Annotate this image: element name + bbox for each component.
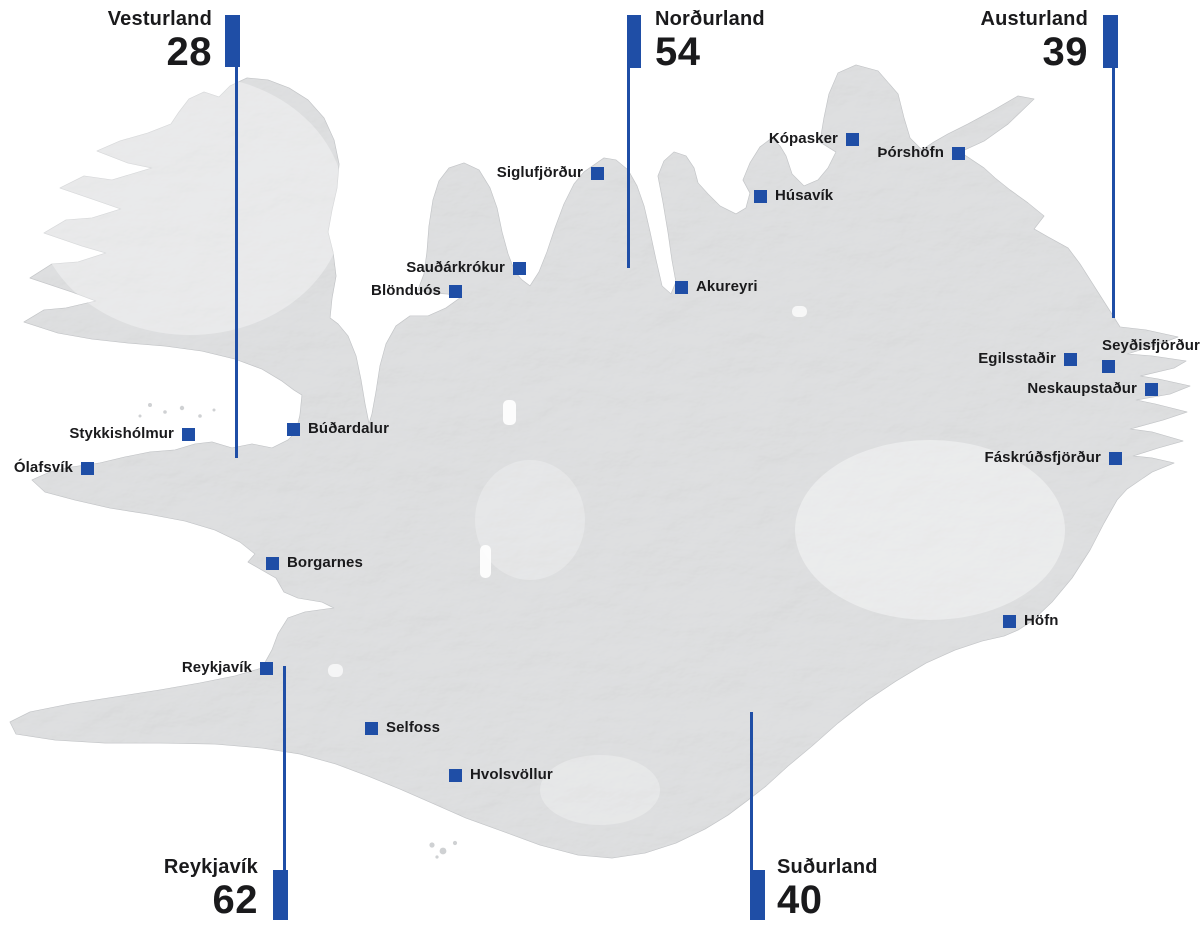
- city-label-neskaupstadur: Neskaupstaður: [1027, 380, 1137, 398]
- city-label-selfoss: Selfoss: [386, 719, 441, 737]
- region-leader-line-austurland: [1112, 67, 1115, 318]
- city-label-olafsvik: Ólafsvík: [13, 459, 73, 477]
- city-label-faskrudsfjordur: Fáskrúðsfjörður: [984, 449, 1101, 467]
- region-label-suurland: Suðurland 40: [777, 856, 878, 922]
- city-marker-siglufjordur: [591, 167, 604, 180]
- city-label-egilsstadir: Egilsstaðir: [978, 350, 1056, 368]
- city-marker-stykkisholmur: [182, 428, 195, 441]
- region-leader-line-reykjavk: [283, 666, 286, 870]
- city-label-akureyri: Akureyri: [696, 278, 758, 296]
- lakes: [328, 306, 807, 677]
- city-marker-blonduos: [449, 285, 462, 298]
- glacier-highlights: [35, 75, 1065, 825]
- region-bar-suurland: [750, 870, 765, 920]
- city-label-husavik: Húsavík: [775, 187, 834, 205]
- region-leader-line-vesturland: [235, 66, 238, 458]
- city-label-siglufjordur: Siglufjörður: [496, 164, 583, 182]
- region-name: Reykjavík: [163, 856, 258, 878]
- city-label-reykjavik: Reykjavík: [181, 659, 252, 677]
- city-label-thorshofn: Þórshöfn: [877, 144, 944, 162]
- region-bar-norurland: [627, 15, 641, 68]
- city-label-hofn: Höfn: [1024, 612, 1059, 630]
- city-label-blonduos: Blönduós: [371, 282, 441, 300]
- city-marker-selfoss: [365, 722, 378, 735]
- city-marker-egilsstadir: [1064, 353, 1077, 366]
- region-value: 62: [212, 878, 258, 922]
- region-leader-line-suurland: [750, 712, 753, 870]
- city-marker-akureyri: [675, 281, 688, 294]
- city-marker-borgarnes: [266, 557, 279, 570]
- city-marker-faskrudsfjordur: [1109, 452, 1122, 465]
- city-marker-seydisfjordur: [1102, 360, 1115, 373]
- region-value: 40: [777, 878, 823, 922]
- city-marker-thorshofn: [952, 147, 965, 160]
- region-label-reykjavk: Reykjavík 62: [164, 856, 258, 922]
- region-bar-austurland: [1103, 15, 1118, 68]
- region-value: 39: [1042, 30, 1088, 74]
- region-label-vesturland: Vesturland 28: [108, 8, 212, 74]
- city-label-borgarnes: Borgarnes: [287, 554, 363, 572]
- region-name: Austurland: [980, 8, 1088, 30]
- city-marker-hvolsvollur: [449, 769, 462, 782]
- city-label-seydisfjordur: Seyðisfjörður: [1102, 337, 1200, 354]
- region-label-austurland: Austurland 39: [980, 8, 1088, 74]
- region-value: 54: [655, 30, 701, 74]
- city-marker-budardalur: [287, 423, 300, 436]
- region-bar-vesturland: [225, 15, 240, 67]
- islands: [138, 403, 458, 859]
- relief-texture: [10, 65, 1190, 858]
- region-label-norurland: Norðurland 54: [655, 8, 765, 74]
- city-label-stykkisholmur: Stykkishólmur: [69, 425, 174, 443]
- region-name: Suðurland: [777, 856, 878, 878]
- city-marker-kopasker: [846, 133, 859, 146]
- city-marker-hofn: [1003, 615, 1016, 628]
- city-label-budardalur: Búðardalur: [308, 420, 390, 438]
- city-marker-saudarkrokur: [513, 262, 526, 275]
- city-label-saudarkrokur: Sauðárkrókur: [406, 259, 505, 277]
- city-marker-neskaupstadur: [1145, 383, 1158, 396]
- city-label-hvolsvollur: Hvolsvöllur: [470, 766, 553, 784]
- city-marker-husavik: [754, 190, 767, 203]
- region-name: Vesturland: [107, 8, 212, 30]
- city-marker-reykjavik: [260, 662, 273, 675]
- region-value: 28: [166, 30, 212, 74]
- region-name: Norðurland: [655, 8, 765, 30]
- city-label-kopasker: Kópasker: [768, 130, 838, 148]
- region-bar-reykjavk: [273, 870, 288, 920]
- city-marker-olafsvik: [81, 462, 94, 475]
- region-leader-line-norurland: [627, 67, 630, 268]
